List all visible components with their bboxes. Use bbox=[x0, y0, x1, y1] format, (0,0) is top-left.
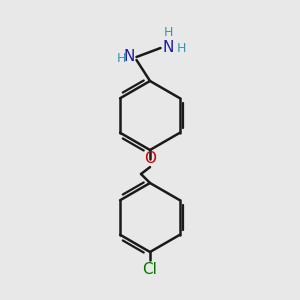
Text: N: N bbox=[162, 40, 173, 56]
Text: H: H bbox=[117, 52, 126, 65]
Text: H: H bbox=[177, 41, 186, 55]
Text: N: N bbox=[124, 50, 135, 64]
Text: O: O bbox=[144, 151, 156, 166]
Text: H: H bbox=[163, 26, 173, 39]
Text: Cl: Cl bbox=[142, 262, 158, 278]
